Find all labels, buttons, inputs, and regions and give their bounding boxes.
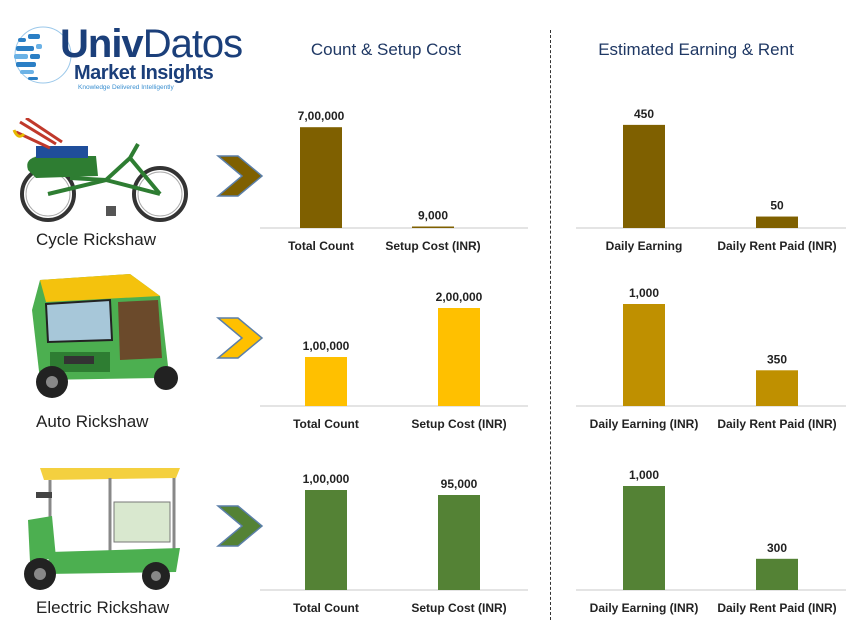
chart-data-label: 1,000 <box>629 286 659 300</box>
chart-data-label: 300 <box>767 541 787 555</box>
chevron-right-icon <box>216 317 264 359</box>
logo-brand: UnivDatos <box>60 22 243 66</box>
chart-category-label: Total Count <box>293 601 359 615</box>
chart-category-label: Setup Cost (INR) <box>411 417 506 431</box>
logo: UnivDatos Market Insights Knowledge Deli… <box>12 18 243 98</box>
vehicle-label-cycle: Cycle Rickshaw <box>36 230 156 249</box>
chart-data-label: 450 <box>634 107 654 121</box>
chart-bar <box>300 127 342 228</box>
chart-category-label: Daily Earning <box>606 239 683 253</box>
chart-data-label: 2,00,000 <box>436 290 483 304</box>
chart-data-label: 9,000 <box>418 209 448 223</box>
chart-data-label: 350 <box>767 352 787 366</box>
vehicle-label-auto: Auto Rickshaw <box>36 412 149 431</box>
globe-icon <box>14 26 72 84</box>
chart-data-label: 1,00,000 <box>303 339 350 353</box>
cycle-rickshaw-icon <box>12 118 188 222</box>
chart-category-label: Daily Earning (INR) <box>590 601 699 615</box>
chart-bar <box>756 558 798 590</box>
section-title-count-setup: Count & Setup Cost <box>310 40 462 59</box>
chart-bar <box>412 226 454 228</box>
chart-data-label: 1,00,000 <box>303 472 350 486</box>
chart-bar <box>438 495 480 590</box>
chart-bar <box>438 308 480 406</box>
chart-bar <box>305 490 347 590</box>
section-divider <box>550 30 551 620</box>
chart-category-label: Daily Rent Paid (INR) <box>717 239 836 253</box>
chart-category-label: Total Count <box>293 417 359 431</box>
chart-category-label: Daily Rent Paid (INR) <box>717 601 836 615</box>
chevron-right-icon <box>216 505 264 547</box>
chart-category-label: Setup Cost (INR) <box>385 239 480 253</box>
chart-category-label: Setup Cost (INR) <box>411 601 506 615</box>
chart-data-label: 7,00,000 <box>298 109 345 123</box>
chart-data-label: 50 <box>770 199 784 213</box>
section-title-earning-rent: Estimated Earning & Rent <box>598 40 794 59</box>
logo-subtitle: Market Insights <box>74 62 214 84</box>
chevron-right-icon <box>216 155 264 197</box>
chart-bar <box>623 124 665 228</box>
auto-rickshaw-icon <box>32 274 178 398</box>
chart-bar <box>756 216 798 228</box>
chart-bar <box>756 370 798 406</box>
electric-rickshaw-icon <box>24 468 180 590</box>
chart-category-label: Total Count <box>288 239 354 253</box>
chart-category-label: Daily Rent Paid (INR) <box>717 417 836 431</box>
chart-category-label: Daily Earning (INR) <box>590 417 699 431</box>
chart-bar <box>305 357 347 406</box>
logo-tagline: Knowledge Delivered Intelligently <box>78 84 174 91</box>
chart-data-label: 1,000 <box>629 468 659 482</box>
chart-data-label: 95,000 <box>441 477 478 491</box>
chart-bar <box>623 486 665 590</box>
vehicle-label-electric: Electric Rickshaw <box>36 598 170 617</box>
chart-bar <box>623 304 665 406</box>
